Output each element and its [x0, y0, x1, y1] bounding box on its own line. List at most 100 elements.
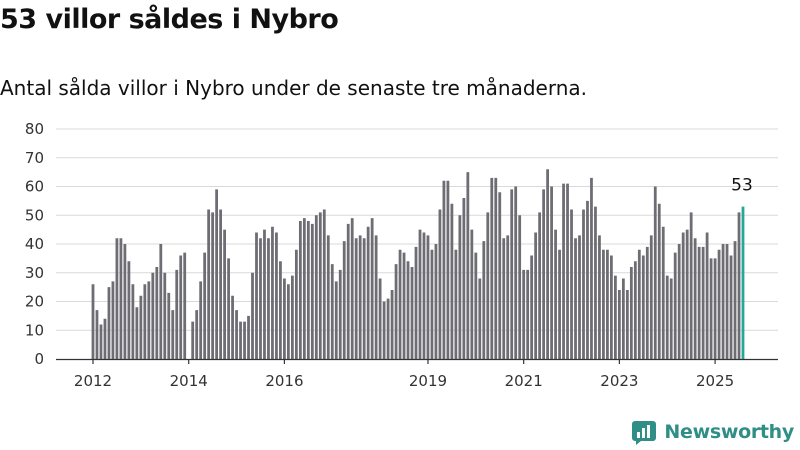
x-tick-label: 2012 — [74, 372, 112, 390]
bar — [406, 261, 410, 359]
bar — [562, 183, 565, 360]
x-tick-label: 2025 — [696, 372, 734, 390]
bar — [243, 321, 246, 360]
bar — [131, 284, 135, 359]
bar — [155, 267, 159, 359]
bar — [602, 249, 605, 359]
bar — [310, 223, 314, 360]
x-tick-label: 2014 — [170, 372, 208, 390]
bar — [127, 261, 131, 359]
bar — [546, 169, 549, 359]
bar — [733, 241, 737, 360]
bar — [514, 186, 518, 359]
page-title: 53 villor såldes i Nybro — [0, 4, 339, 35]
bar — [223, 229, 226, 360]
bar — [418, 229, 422, 360]
bar — [95, 310, 99, 360]
bar — [653, 186, 657, 359]
bar — [486, 212, 490, 360]
bar — [235, 310, 238, 360]
bar — [342, 241, 346, 360]
bar — [462, 198, 466, 359]
bar — [338, 269, 342, 360]
bar — [685, 229, 689, 360]
y-tick-label: 0 — [34, 350, 44, 368]
bar — [251, 272, 254, 359]
bar — [689, 212, 693, 360]
bar — [255, 232, 258, 359]
bar — [394, 264, 398, 360]
bar — [729, 255, 733, 359]
bar — [259, 238, 262, 359]
bar — [446, 180, 450, 359]
bar — [91, 284, 95, 359]
bar — [494, 177, 498, 360]
bar — [119, 238, 123, 359]
bar — [725, 244, 729, 359]
bar — [275, 232, 278, 359]
bar — [470, 229, 474, 360]
bar — [330, 264, 334, 360]
bar — [390, 290, 394, 359]
bar — [673, 252, 677, 360]
bar — [358, 235, 362, 360]
bar — [506, 235, 510, 360]
bar — [518, 215, 522, 359]
bar — [414, 246, 418, 360]
bar — [594, 206, 597, 360]
bar — [617, 290, 621, 359]
bar — [215, 189, 219, 360]
bar — [558, 249, 561, 359]
bars — [91, 169, 745, 360]
bar — [346, 223, 350, 360]
bar — [103, 318, 107, 359]
bar — [582, 209, 585, 359]
bar — [267, 238, 270, 359]
y-axis: 0 10 20 30 40 50 60 70 80 — [25, 120, 44, 368]
bar — [438, 209, 442, 359]
bar — [207, 209, 211, 359]
bar — [410, 267, 414, 359]
bar — [263, 229, 266, 360]
bar — [510, 189, 514, 360]
bar — [239, 321, 242, 360]
bar — [179, 255, 183, 359]
bar — [195, 310, 199, 360]
bar — [669, 278, 673, 359]
annotation-label: 53 — [731, 176, 753, 196]
bar — [219, 209, 222, 359]
bar — [386, 298, 390, 360]
bar — [637, 249, 641, 359]
bar — [550, 186, 553, 359]
bar — [211, 212, 215, 360]
bar — [454, 249, 458, 359]
bar — [402, 252, 406, 360]
bar — [478, 278, 482, 359]
bar — [661, 226, 665, 359]
bar — [610, 255, 613, 359]
bar — [147, 281, 151, 360]
bar — [526, 269, 530, 360]
bar — [502, 238, 506, 359]
bar — [287, 284, 290, 359]
bar — [318, 212, 322, 360]
bar — [717, 249, 721, 359]
bar — [366, 226, 370, 359]
bar — [705, 232, 709, 359]
x-tick-label: 2021 — [505, 372, 543, 390]
bar — [183, 252, 187, 360]
bar — [697, 246, 701, 360]
bar — [614, 275, 617, 360]
bar — [123, 244, 127, 359]
y-tick-label: 50 — [25, 206, 44, 224]
bar — [306, 221, 310, 359]
bar — [709, 258, 713, 360]
bar — [314, 215, 318, 359]
bar — [538, 212, 542, 360]
bar — [498, 192, 502, 359]
bar — [522, 269, 526, 360]
bar — [633, 261, 637, 359]
bar — [163, 272, 167, 359]
x-tick-label: 2023 — [600, 372, 638, 390]
bar — [171, 310, 175, 360]
